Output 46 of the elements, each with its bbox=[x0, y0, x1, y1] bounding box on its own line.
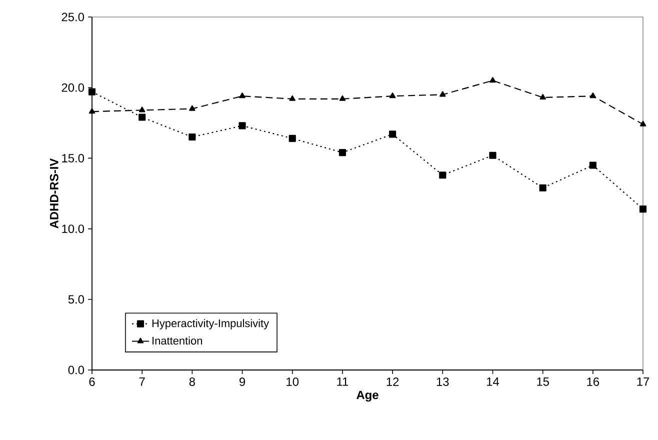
x-tick-label: 12 bbox=[386, 378, 399, 386]
point bbox=[389, 130, 396, 138]
x-tick-label: 15 bbox=[537, 378, 549, 386]
x-tick-label: 7 bbox=[139, 378, 145, 386]
y-tick-label: 15.0 bbox=[62, 154, 84, 162]
legend-label: Hyperactivity-Impulsivity bbox=[152, 319, 270, 330]
x-tick-label: 10 bbox=[286, 378, 299, 386]
point bbox=[88, 88, 96, 96]
y-tick-label: 0.0 bbox=[68, 366, 84, 374]
x-tick-label: 14 bbox=[486, 378, 500, 386]
y-tick-label: 5.0 bbox=[68, 295, 84, 304]
point bbox=[439, 172, 446, 179]
x-tick-label: 11 bbox=[337, 378, 348, 386]
point bbox=[490, 77, 496, 83]
y-tick-label: 10.0 bbox=[62, 224, 84, 234]
point bbox=[289, 95, 296, 101]
point bbox=[640, 120, 646, 126]
x-axis-title: Age bbox=[356, 390, 378, 402]
point bbox=[539, 184, 546, 192]
y-axis-title: ADHD-RS-IV bbox=[50, 158, 58, 228]
x-tick-label: 16 bbox=[587, 378, 600, 386]
point bbox=[288, 134, 296, 142]
y-tick-label: 25.0 bbox=[62, 12, 84, 22]
y-tick-label: 20.0 bbox=[62, 83, 84, 92]
point bbox=[138, 114, 146, 121]
point bbox=[389, 92, 396, 98]
x-tick-label: 17 bbox=[637, 378, 650, 386]
x-tick-label: 9 bbox=[240, 378, 246, 386]
point bbox=[639, 205, 647, 213]
point bbox=[540, 94, 546, 100]
point bbox=[238, 122, 246, 130]
legend-label: Inattention bbox=[152, 336, 202, 345]
x-tick-label: 8 bbox=[189, 378, 195, 386]
point bbox=[589, 162, 596, 169]
point bbox=[338, 149, 346, 156]
point bbox=[590, 92, 596, 98]
x-tick-label: 6 bbox=[89, 378, 95, 386]
point bbox=[189, 105, 196, 111]
point bbox=[88, 108, 96, 114]
point bbox=[339, 95, 346, 101]
point bbox=[188, 133, 196, 141]
point bbox=[138, 106, 146, 112]
point bbox=[489, 152, 496, 159]
x-tick-label: 13 bbox=[436, 378, 449, 386]
point bbox=[440, 91, 446, 97]
point bbox=[239, 92, 246, 98]
